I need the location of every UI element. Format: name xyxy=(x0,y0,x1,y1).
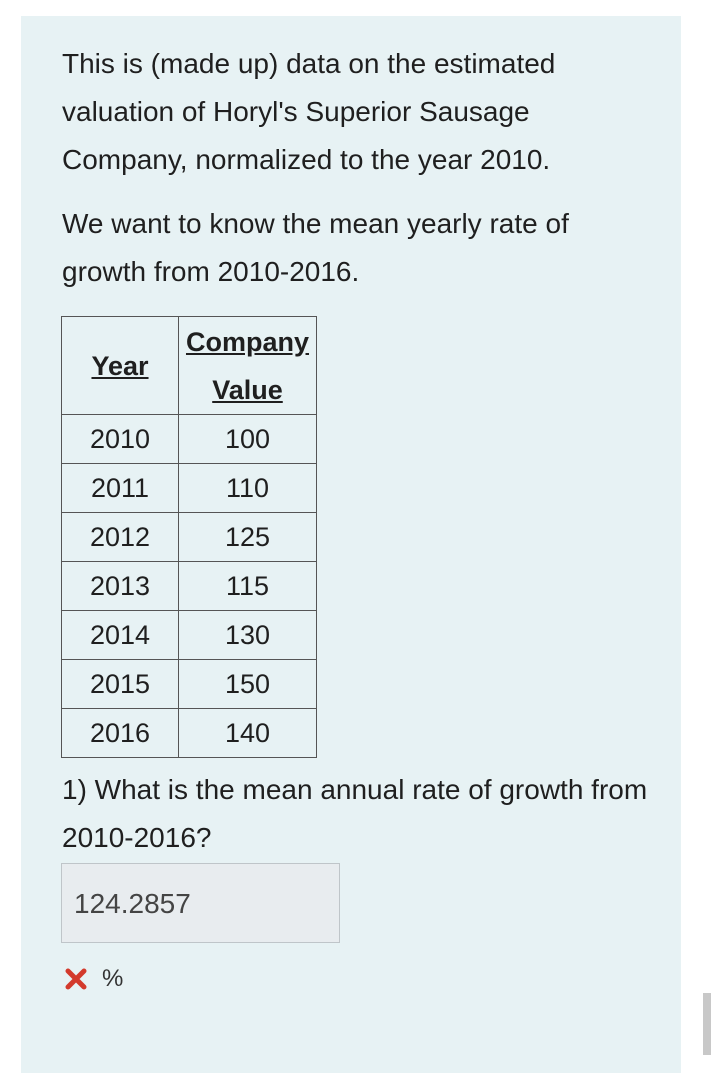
question-text: 1) What is the mean annual rate of growt… xyxy=(62,774,648,853)
cell-value: 130 xyxy=(178,610,317,660)
cell-value: 115 xyxy=(178,561,317,611)
table-header-row: Year Company Value xyxy=(61,316,317,415)
cell-year: 2015 xyxy=(61,659,179,709)
intro-paragraph-1: This is (made up) data on the estimated … xyxy=(62,48,556,175)
cell-year: 2014 xyxy=(61,610,179,660)
table-row: 2012 125 xyxy=(61,512,317,562)
cell-year: 2016 xyxy=(61,708,179,758)
table-row: 2014 130 xyxy=(61,610,317,660)
table-row: 2013 115 xyxy=(61,561,317,611)
unit-label: % xyxy=(102,965,124,992)
header-company-value: Company Value xyxy=(178,316,317,415)
header-year: Year xyxy=(61,316,179,415)
cell-year: 2011 xyxy=(61,463,179,513)
scrollbar-thumb[interactable] xyxy=(703,993,711,1055)
intro-paragraph-2: We want to know the mean yearly rate of … xyxy=(62,208,569,287)
table-row: 2015 150 xyxy=(61,659,317,709)
answer-feedback: % xyxy=(64,962,123,996)
cell-value: 150 xyxy=(178,659,317,709)
table-row: 2016 140 xyxy=(61,708,317,758)
cell-year: 2013 xyxy=(61,561,179,611)
cell-value: 110 xyxy=(178,463,317,513)
company-value-table: Year Company Value 2010 100 2011 110 201… xyxy=(61,316,317,758)
cell-value: 125 xyxy=(178,512,317,562)
answer-input[interactable]: 124.2857 xyxy=(61,863,340,943)
x-mark-icon xyxy=(64,967,88,991)
cell-year: 2010 xyxy=(61,414,179,464)
cell-value: 100 xyxy=(178,414,317,464)
table-row: 2011 110 xyxy=(61,463,317,513)
cell-year: 2012 xyxy=(61,512,179,562)
cell-value: 140 xyxy=(178,708,317,758)
table-row: 2010 100 xyxy=(61,414,317,464)
